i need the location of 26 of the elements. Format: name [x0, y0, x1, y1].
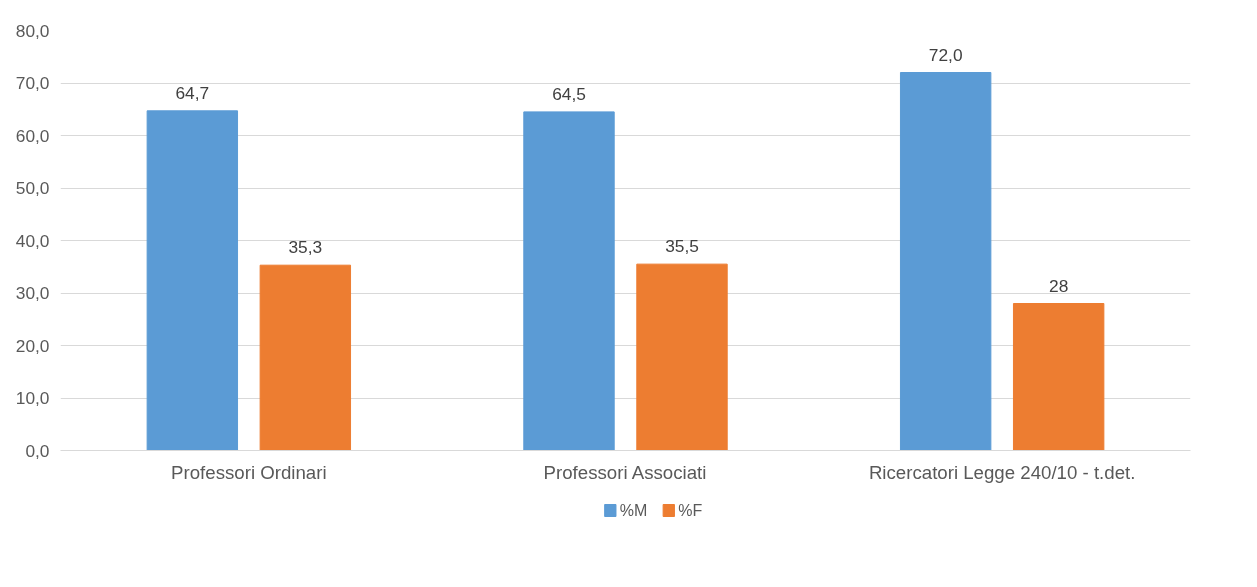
y-tick-label: 10,0 [15, 388, 50, 408]
y-tick-label: 0,0 [25, 440, 50, 461]
data-label: 35,3 [288, 237, 323, 258]
x-tick-label: Professori Ordinari [171, 461, 327, 483]
legend-label: %M [619, 502, 648, 519]
bar [1012, 303, 1105, 451]
bar [899, 72, 992, 451]
legend-label: %F [678, 502, 703, 519]
data-label: 64,5 [552, 83, 586, 104]
data-label: 28 [1049, 275, 1069, 296]
y-tick-label: 60,0 [15, 125, 50, 146]
y-tick-label: 80,0 [15, 20, 50, 41]
data-label: 72,0 [928, 44, 963, 65]
y-tick-label: 30,0 [15, 283, 50, 303]
bar [523, 111, 615, 451]
bar [636, 263, 728, 451]
data-label: 35,5 [665, 236, 699, 257]
x-tick-label: Ricercatori Legge 240/10 - t.det. [868, 461, 1136, 483]
data-label: 64,7 [175, 82, 210, 103]
y-tick-label: 20,0 [15, 335, 50, 356]
bar [259, 264, 352, 451]
y-tick-label: 70,0 [15, 73, 50, 93]
bar [146, 110, 239, 451]
y-tick-label: 50,0 [15, 178, 50, 198]
y-tick-label: 40,0 [15, 230, 50, 251]
x-tick-label: Professori Associati [543, 461, 707, 483]
